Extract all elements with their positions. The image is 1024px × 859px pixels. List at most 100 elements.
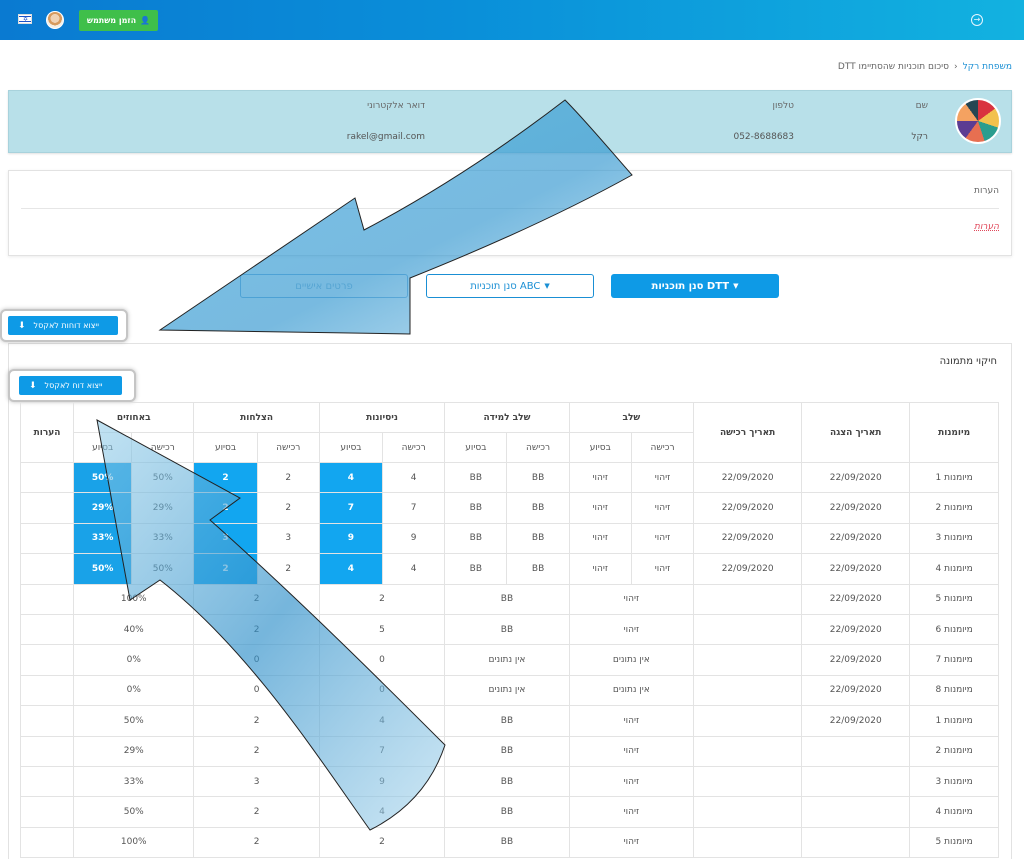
percent-cell: 0%	[73, 644, 195, 676]
percent-assisted-cell: 50%	[73, 461, 133, 494]
trials-acquired-cell: 7	[382, 492, 446, 524]
logout-icon[interactable]: →	[971, 14, 983, 26]
learning-acquired-cell: BB	[506, 553, 570, 585]
sub-header-acquired: רכישה	[506, 432, 570, 463]
notes-cell	[19, 461, 75, 494]
notes-divider	[21, 208, 999, 209]
successes-acquired-cell: 2	[256, 461, 320, 494]
breadcrumb-parent-link[interactable]: משפחת רקל	[962, 62, 1012, 72]
shown-date-cell: 22/09/2020	[801, 613, 911, 646]
invite-user-button[interactable]: הזמן משתמש 👤	[79, 10, 158, 31]
acquired-date-cell: 22/09/2020	[693, 553, 803, 585]
stage-acquired-cell: זיהוי	[630, 461, 695, 494]
top-navigation-bar: ✡ הזמן משתמש 👤 →	[0, 0, 1024, 40]
col-header-stage: שלב	[568, 402, 695, 433]
shown-date-cell: 22/09/2020	[801, 674, 911, 707]
shown-date-cell: 22/09/2020	[801, 644, 911, 676]
export-all-reports-button[interactable]: ⬇ ייצוא דוחות לאקסל	[8, 316, 118, 335]
israel-flag-icon[interactable]: ✡	[18, 14, 32, 24]
shown-date-cell: 22/09/2020	[801, 583, 911, 615]
stage-assisted-cell: זיהוי	[568, 522, 632, 555]
stage-cell: זיהוי	[568, 765, 695, 798]
successes-acquired-cell: 2	[256, 553, 320, 585]
phone-label: טלפון	[772, 101, 794, 111]
table-row: מיומנות 1 22/09/2020 זיהוי BB 4 2 50%	[19, 705, 999, 737]
shown-date-cell: 22/09/2020	[801, 522, 911, 555]
email-value: rakel@gmail.com	[346, 132, 425, 142]
filter-abc-button[interactable]: סנן תוכניות ABC ▼	[426, 274, 594, 298]
sub-header-assisted: בסיוע	[193, 432, 258, 463]
percent-assisted-cell: 33%	[73, 522, 133, 555]
skill-cell: מיומנות 3	[909, 765, 999, 798]
skill-cell: מיומנות 7	[909, 644, 999, 676]
percent-acquired-cell: 33%	[131, 522, 195, 555]
trials-cell: 9	[318, 765, 446, 798]
notes-cell	[19, 613, 75, 646]
stage-cell: אין נתונים	[568, 644, 695, 676]
user-photo	[955, 98, 1001, 144]
filter-dtt-button[interactable]: סנן תוכניות DTT ▼	[611, 274, 779, 298]
notes-card: הערות הערות	[8, 170, 1012, 256]
stage-acquired-cell: זיהוי	[630, 492, 695, 524]
col-header-learning-stage: שלב למידה	[444, 402, 570, 433]
skill-cell: מיומנות 3	[909, 522, 999, 555]
sub-header-acquired: רכישה	[382, 432, 446, 463]
notes-cell	[19, 674, 75, 707]
add-user-icon: 👤	[140, 16, 151, 25]
user-avatar[interactable]	[46, 11, 64, 29]
percent-cell: 0%	[73, 674, 195, 707]
skill-cell: מיומנות 4	[909, 796, 999, 828]
successes-cell: 2	[193, 705, 320, 737]
learning-stage-cell: BB	[444, 826, 570, 859]
successes-assisted-cell: 3	[193, 522, 258, 555]
learning-stage-cell: אין נתונים	[444, 674, 570, 707]
successes-assisted-cell: 2	[193, 553, 258, 585]
phone-value: 052-8688683	[733, 132, 794, 142]
table-row: מיומנות 4 זיהוי BB 4 2 50%	[19, 796, 999, 828]
chevron-left-icon: ‹	[954, 62, 958, 72]
learning-assisted-cell: BB	[444, 553, 508, 585]
shown-date-cell	[801, 765, 911, 798]
successes-cell: 2	[193, 583, 320, 615]
col-header-skill: מיומנות	[909, 402, 999, 463]
acquired-date-cell: 22/09/2020	[693, 522, 803, 555]
learning-assisted-cell: BB	[444, 522, 508, 555]
percent-cell: 33%	[73, 765, 195, 798]
skill-cell: מיומנות 1	[909, 461, 999, 494]
acquired-date-cell	[693, 705, 803, 737]
percent-cell: 100%	[73, 826, 195, 859]
successes-assisted-cell: 2	[193, 461, 258, 494]
personal-details-button[interactable]: פרטים אישיים	[240, 274, 408, 298]
name-value: רקל	[911, 132, 928, 142]
caret-down-icon: ▼	[544, 282, 550, 290]
acquired-date-cell	[693, 796, 803, 828]
stage-cell: זיהוי	[568, 796, 695, 828]
stage-cell: זיהוי	[568, 583, 695, 615]
export-single-report-label: ייצוא דוח לאקסל	[44, 381, 103, 390]
trials-cell: 0	[318, 674, 446, 707]
sub-header-acquired: רכישה	[256, 432, 320, 463]
email-label: דואר אלקטרוני	[367, 101, 425, 111]
shown-date-cell: 22/09/2020	[801, 553, 911, 585]
learning-stage-cell: BB	[444, 613, 570, 646]
col-header-acquired-date: תאריך רכישה	[693, 402, 803, 463]
stage-cell: זיהוי	[568, 826, 695, 859]
shown-date-cell	[801, 826, 911, 859]
learning-stage-cell: BB	[444, 735, 570, 767]
learning-stage-cell: אין נתונים	[444, 644, 570, 676]
trials-cell: 4	[318, 705, 446, 737]
learning-stage-cell: BB	[444, 583, 570, 615]
stage-assisted-cell: זיהוי	[568, 553, 632, 585]
learning-acquired-cell: BB	[506, 522, 570, 555]
notes-link[interactable]: הערות	[974, 222, 999, 232]
table-row: מיומנות 3 22/09/2020 22/09/2020 זיהוי זי…	[19, 522, 999, 555]
learning-stage-cell: BB	[444, 796, 570, 828]
learning-stage-cell: BB	[444, 765, 570, 798]
table-row: מיומנות 3 זיהוי BB 9 3 33%	[19, 765, 999, 798]
percent-assisted-cell: 50%	[73, 553, 133, 585]
trials-assisted-cell: 9	[318, 522, 384, 555]
sub-header-assisted: בסיוע	[318, 432, 384, 463]
table-row: מיומנות 7 22/09/2020 אין נתונים אין נתונ…	[19, 644, 999, 676]
export-single-report-button[interactable]: ⬇ ייצוא דוח לאקסל	[19, 376, 122, 395]
filter-dtt-label: סנן תוכניות DTT	[651, 280, 730, 292]
